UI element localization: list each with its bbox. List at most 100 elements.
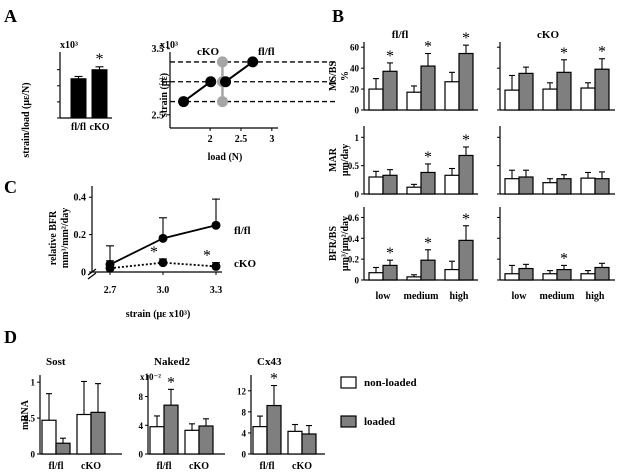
panel-c-ytick-label: 0.4 — [74, 193, 87, 204]
legend-label-loaded: loaded — [364, 416, 395, 428]
panel-b-bar-loaded-medium — [420, 171, 436, 195]
panel-c-ylabel-2: mm³/mm²/day — [60, 208, 71, 268]
panel-d-significance-star: * — [167, 374, 175, 391]
panel-a-right-label-cko: cKO — [197, 46, 219, 58]
panel-b-bar-loaded-medium — [420, 65, 436, 111]
panel-c-point-cKO — [158, 258, 168, 268]
panel-c-point-flfl — [158, 233, 168, 243]
panel-b-significance-star: * — [386, 245, 394, 262]
panel-b-ytick-label: 60 — [350, 43, 360, 53]
panel-d-title-naked2: Naked2 — [154, 356, 191, 368]
legend-label-nonloaded: non-loaded — [364, 377, 417, 389]
panel-d-xtick-label: cKO — [292, 461, 312, 472]
panel-letter-b: B — [332, 6, 344, 26]
panel-b-ytick-label: 0.4 — [348, 234, 360, 244]
panel-d-xtick-label: fl/fl — [260, 461, 275, 472]
panel-b-row-unit: μm³/μm²/day — [340, 216, 351, 271]
panel-d-ytick-label: 0 — [139, 450, 144, 460]
panel-b-bar-nonloaded-high — [580, 273, 596, 281]
panel-b-xtick-label-low: low — [512, 291, 528, 302]
panel-b-xtick-label-medium: medium — [404, 291, 440, 302]
panel-b-bar-loaded-high — [594, 178, 610, 195]
panel-b-bar-nonloaded-medium — [542, 182, 558, 195]
panel-c-series-label-cKO: cKO — [234, 258, 256, 270]
panel-letter-a: A — [4, 6, 17, 26]
panel-a-right-point-cKO — [216, 96, 228, 108]
panel-b-bar-nonloaded-high — [444, 81, 460, 111]
panel-b-bar-loaded-low — [518, 267, 534, 281]
panel-b-bar-nonloaded-low — [504, 273, 520, 281]
panel-b-ytick-label: 0.6 — [348, 213, 360, 223]
panel-b-row-unit: μm/day — [340, 144, 351, 176]
panel-c-xtick-label: 2.7 — [104, 285, 117, 296]
panel-d-bar-loaded — [198, 425, 214, 455]
panel-d-xtick-label: cKO — [189, 461, 209, 472]
panel-b-bar-loaded-high — [594, 266, 610, 281]
panel-b-bar-nonloaded-low — [368, 176, 384, 195]
panel-b-bar-loaded-medium — [556, 71, 572, 111]
panel-a-right-ylabel: strain (με) — [159, 73, 170, 117]
panel-d-significance-star: * — [270, 371, 278, 388]
panel-b-row-unit: % — [340, 71, 351, 81]
panel-b-bar-nonloaded-high — [444, 174, 460, 195]
panel-a-right-xtick-label: 2 — [208, 134, 213, 145]
panel-b-significance-star: * — [386, 48, 394, 65]
panel-b-bar-nonloaded-high — [580, 87, 596, 111]
panel-b-significance-star: * — [560, 250, 568, 267]
panel-a-left-xtick-label: fl/fl — [71, 122, 86, 133]
panel-b-bar-loaded-low — [382, 264, 398, 281]
legend: non-loaded loaded — [340, 376, 417, 428]
panel-b-significance-star: * — [462, 30, 470, 47]
panel-b-ytick-label: 0.2 — [348, 255, 360, 265]
panel-b-ytick-label: 0 — [355, 276, 360, 286]
panel-a-bar-cKO — [91, 69, 108, 119]
panel-a-right-xtick-label: 3 — [269, 134, 274, 145]
panel-a-left-significance-star: * — [96, 51, 104, 68]
panel-b-bar-loaded-medium — [420, 259, 436, 281]
panel-d-bar-loaded — [90, 411, 106, 455]
panel-letter-d: D — [4, 327, 17, 347]
panel-a-right-point-cKO — [216, 56, 228, 68]
panel-b-row-ylabel: BFR/BS — [328, 226, 339, 261]
panel-b-bar-loaded-medium — [556, 178, 572, 195]
panel-a-right-ytick-label: 2.5 — [152, 110, 165, 121]
panel-b-col-cko-title: cKO — [537, 29, 559, 41]
panel-b-ytick-label: 0.5 — [348, 161, 360, 171]
panel-b-bar-nonloaded-low — [368, 88, 384, 111]
panel-c-ytick-label: 0.2 — [74, 230, 87, 241]
panel-b-bar-nonloaded-medium — [542, 273, 558, 281]
panel-c-ylabel-1: relative BFR — [48, 210, 59, 265]
panel-d-bar-loaded — [55, 442, 71, 455]
panel-c-xtick-label: 3.0 — [157, 285, 170, 296]
panel-d-ytick-label: 8 — [139, 392, 144, 402]
legend-swatch-nonloaded — [340, 376, 357, 389]
panel-a-right-ytick-label: 3 — [159, 77, 164, 88]
panel-d-xtick-label: cKO — [81, 461, 101, 472]
panel-a-right-line-flfl — [182, 80, 212, 103]
panel-d-title-cx43: Cx43 — [257, 356, 282, 368]
panel-d-ytick-label: 1 — [31, 378, 36, 388]
panel-c-xlabel: strain (με x10³) — [126, 309, 191, 320]
panel-b-xtick-label-high: high — [450, 291, 469, 302]
panel-c-significance-star: * — [150, 244, 158, 261]
panel-b-ytick-label: 40 — [350, 64, 360, 74]
panel-d-bar-loaded — [163, 404, 179, 455]
panel-b-significance-star: * — [462, 211, 470, 228]
panel-b-ytick-label: 1 — [355, 133, 360, 143]
panel-c-ytick-label: 0 — [81, 268, 86, 279]
panel-b-bar-loaded-low — [382, 174, 398, 195]
panel-b-bar-nonloaded-high — [580, 177, 596, 195]
panel-b-significance-star: * — [560, 45, 568, 62]
panel-b-bar-nonloaded-low — [504, 178, 520, 195]
panel-a-right-line-flfl — [224, 61, 254, 83]
panel-b-significance-star: * — [598, 44, 606, 61]
panel-b-significance-star: * — [424, 39, 432, 56]
panel-d-ytick-label: 8 — [242, 407, 247, 417]
panel-c-series-label-flfl: fl/fl — [234, 225, 251, 237]
panel-b-bar-loaded-low — [518, 176, 534, 195]
panel-d-ytick-label: 0.5 — [24, 414, 36, 424]
panel-d-bar-nonloaded — [252, 426, 268, 455]
panel-d-bar-nonloaded — [76, 413, 92, 455]
